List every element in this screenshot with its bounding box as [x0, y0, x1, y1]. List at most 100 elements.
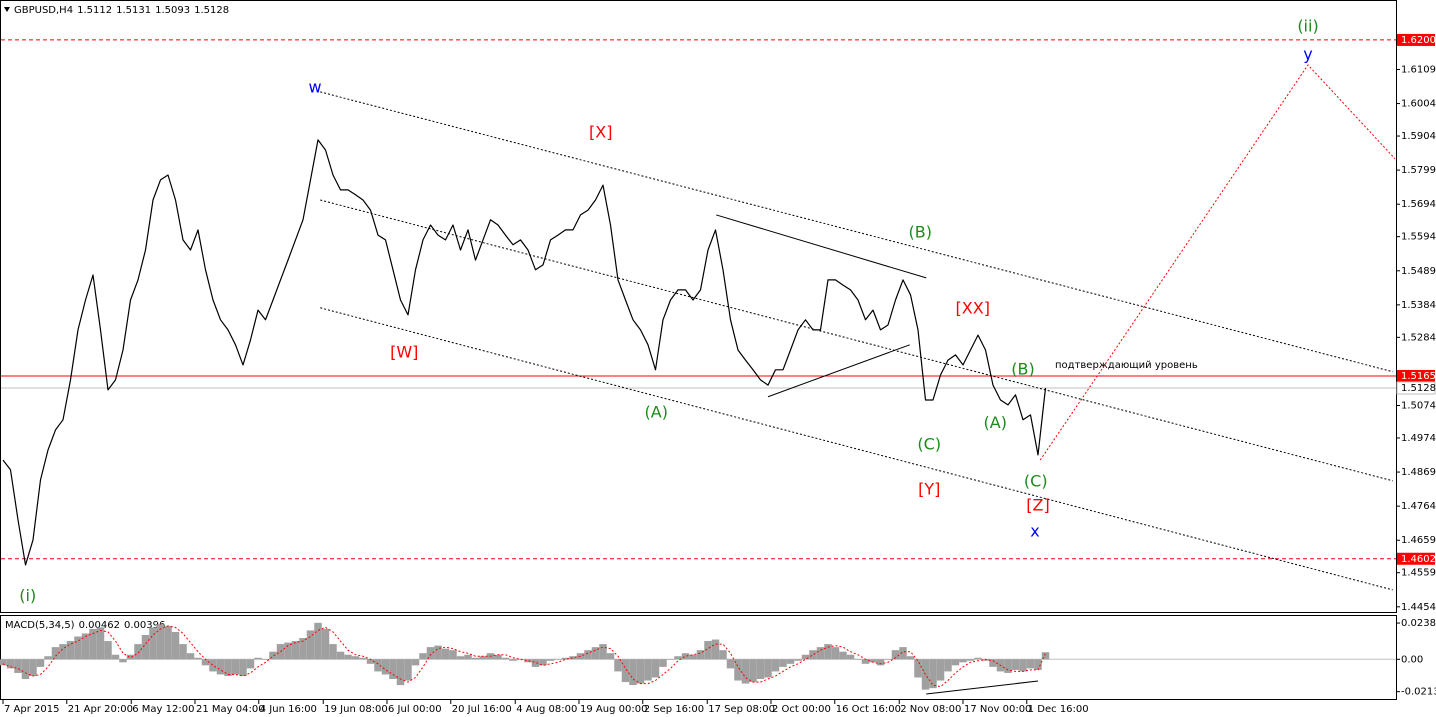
macd-bar — [351, 656, 360, 660]
macd-bar — [756, 659, 765, 680]
macd-title: MACD(5,34,5) — [5, 620, 75, 631]
wave-label: [Z] — [1026, 495, 1049, 514]
macd-bar — [689, 654, 697, 660]
x-tick-label: 21 Apr 20:00 — [68, 704, 133, 715]
trend-line — [320, 307, 1393, 591]
macd-bar — [749, 659, 757, 683]
wave-label: (C) — [917, 434, 941, 453]
macd-bar — [584, 650, 592, 660]
price-line — [2, 139, 1047, 566]
level-box — [1397, 369, 1435, 382]
macd-bar — [306, 630, 315, 660]
macd-bar — [494, 654, 502, 660]
macd-bar — [149, 627, 157, 660]
macd-bar — [126, 654, 135, 660]
wave-label: (ii) — [1297, 16, 1318, 35]
macd-value: 0.00462 — [79, 620, 120, 631]
y-tick-label: 1.4454 — [1401, 602, 1436, 613]
macd-bar — [644, 659, 652, 681]
macd-bar — [1004, 659, 1012, 673]
macd-bar — [606, 653, 615, 660]
y-tick-label: 1.5694 — [1401, 199, 1436, 210]
trend-line — [716, 214, 927, 279]
macd-bar — [696, 650, 705, 660]
macd-bar — [629, 659, 637, 686]
macd-bar — [426, 647, 435, 660]
macd-bar — [374, 659, 382, 672]
y-tick-label: 1.5074 — [1401, 401, 1436, 412]
wave-label: [X] — [589, 122, 612, 141]
macd-bar — [734, 659, 742, 681]
y-tick-label: 1.5904 — [1401, 131, 1436, 142]
macd-bar — [704, 641, 712, 660]
x-tick-label: 17 Nov 00:00 — [964, 704, 1031, 715]
macd-bar — [674, 656, 682, 660]
macd-bar — [201, 659, 210, 666]
y-tick-label: 1.4559 — [1401, 568, 1436, 579]
y-tick-label: 1.4869 — [1401, 467, 1436, 478]
macd-bar — [966, 659, 975, 661]
x-tick-label: 6 May 12:00 — [132, 704, 194, 715]
macd-bar — [329, 644, 337, 660]
macd-bar — [359, 657, 367, 660]
macd-bar — [134, 644, 142, 660]
wave-label: (A) — [645, 402, 668, 421]
macd-bar — [111, 654, 120, 660]
macd-bar — [854, 659, 862, 660]
macd-bar — [321, 628, 330, 660]
x-tick-label: 4 Jun 16:00 — [260, 704, 317, 715]
macd-bar — [891, 650, 900, 660]
macd-bar — [554, 659, 562, 660]
macd-bar — [194, 657, 202, 660]
macd-bar — [539, 659, 547, 666]
macd-bar — [614, 659, 622, 672]
trend-line — [767, 344, 910, 398]
macd-bar — [524, 659, 532, 663]
macd-bar — [456, 656, 465, 660]
macd-bar — [366, 659, 375, 664]
y-tick-label: 1.4974 — [1401, 433, 1436, 444]
wave-label: (C) — [1024, 471, 1048, 490]
macd-bar — [29, 659, 37, 676]
y-tick-label: 0.00 — [1401, 654, 1423, 665]
macd-bar — [726, 659, 735, 669]
macd-bar — [216, 659, 225, 675]
menu-arrow[interactable] — [4, 7, 10, 12]
macd-bar — [681, 653, 690, 660]
wave-label: [XX] — [956, 298, 990, 317]
wave-label: (i) — [19, 586, 36, 605]
x-tick-label: 20 Jul 16:00 — [452, 704, 512, 715]
y-tick-label: 1.5384 — [1401, 300, 1436, 311]
macd-bar — [876, 659, 885, 666]
macd-bar — [771, 659, 780, 672]
macd-bar — [801, 654, 810, 660]
macd-bar — [809, 650, 817, 660]
macd-bar — [951, 659, 960, 666]
high: 1.5131 — [116, 5, 151, 16]
current-price-label: 1.5128 — [1401, 383, 1436, 394]
macd-bar — [531, 659, 540, 667]
low: 1.5093 — [155, 5, 190, 16]
y-tick-label: 1.5284 — [1401, 332, 1436, 343]
macd-bar — [0, 659, 7, 666]
macd-bar — [51, 647, 60, 660]
macd-bar — [599, 644, 607, 660]
macd-bar — [434, 645, 442, 660]
macd-bar — [516, 659, 525, 660]
y-tick-label: 1.5799 — [1401, 165, 1436, 176]
level-label: 1.6200 — [1401, 35, 1436, 46]
current-price-box — [1396, 381, 1436, 395]
x-tick-label: 4 Aug 08:00 — [516, 704, 577, 715]
macd-bar — [591, 647, 600, 660]
macd-bar — [411, 659, 420, 666]
macd-bar — [479, 656, 487, 660]
signal-line — [2, 625, 1046, 688]
macd-bar — [869, 659, 877, 663]
macd-bar — [141, 634, 150, 660]
open: 1.5112 — [77, 5, 112, 16]
macd-bar — [914, 659, 922, 678]
macd-bar — [419, 653, 427, 660]
macd-bar — [66, 641, 75, 660]
